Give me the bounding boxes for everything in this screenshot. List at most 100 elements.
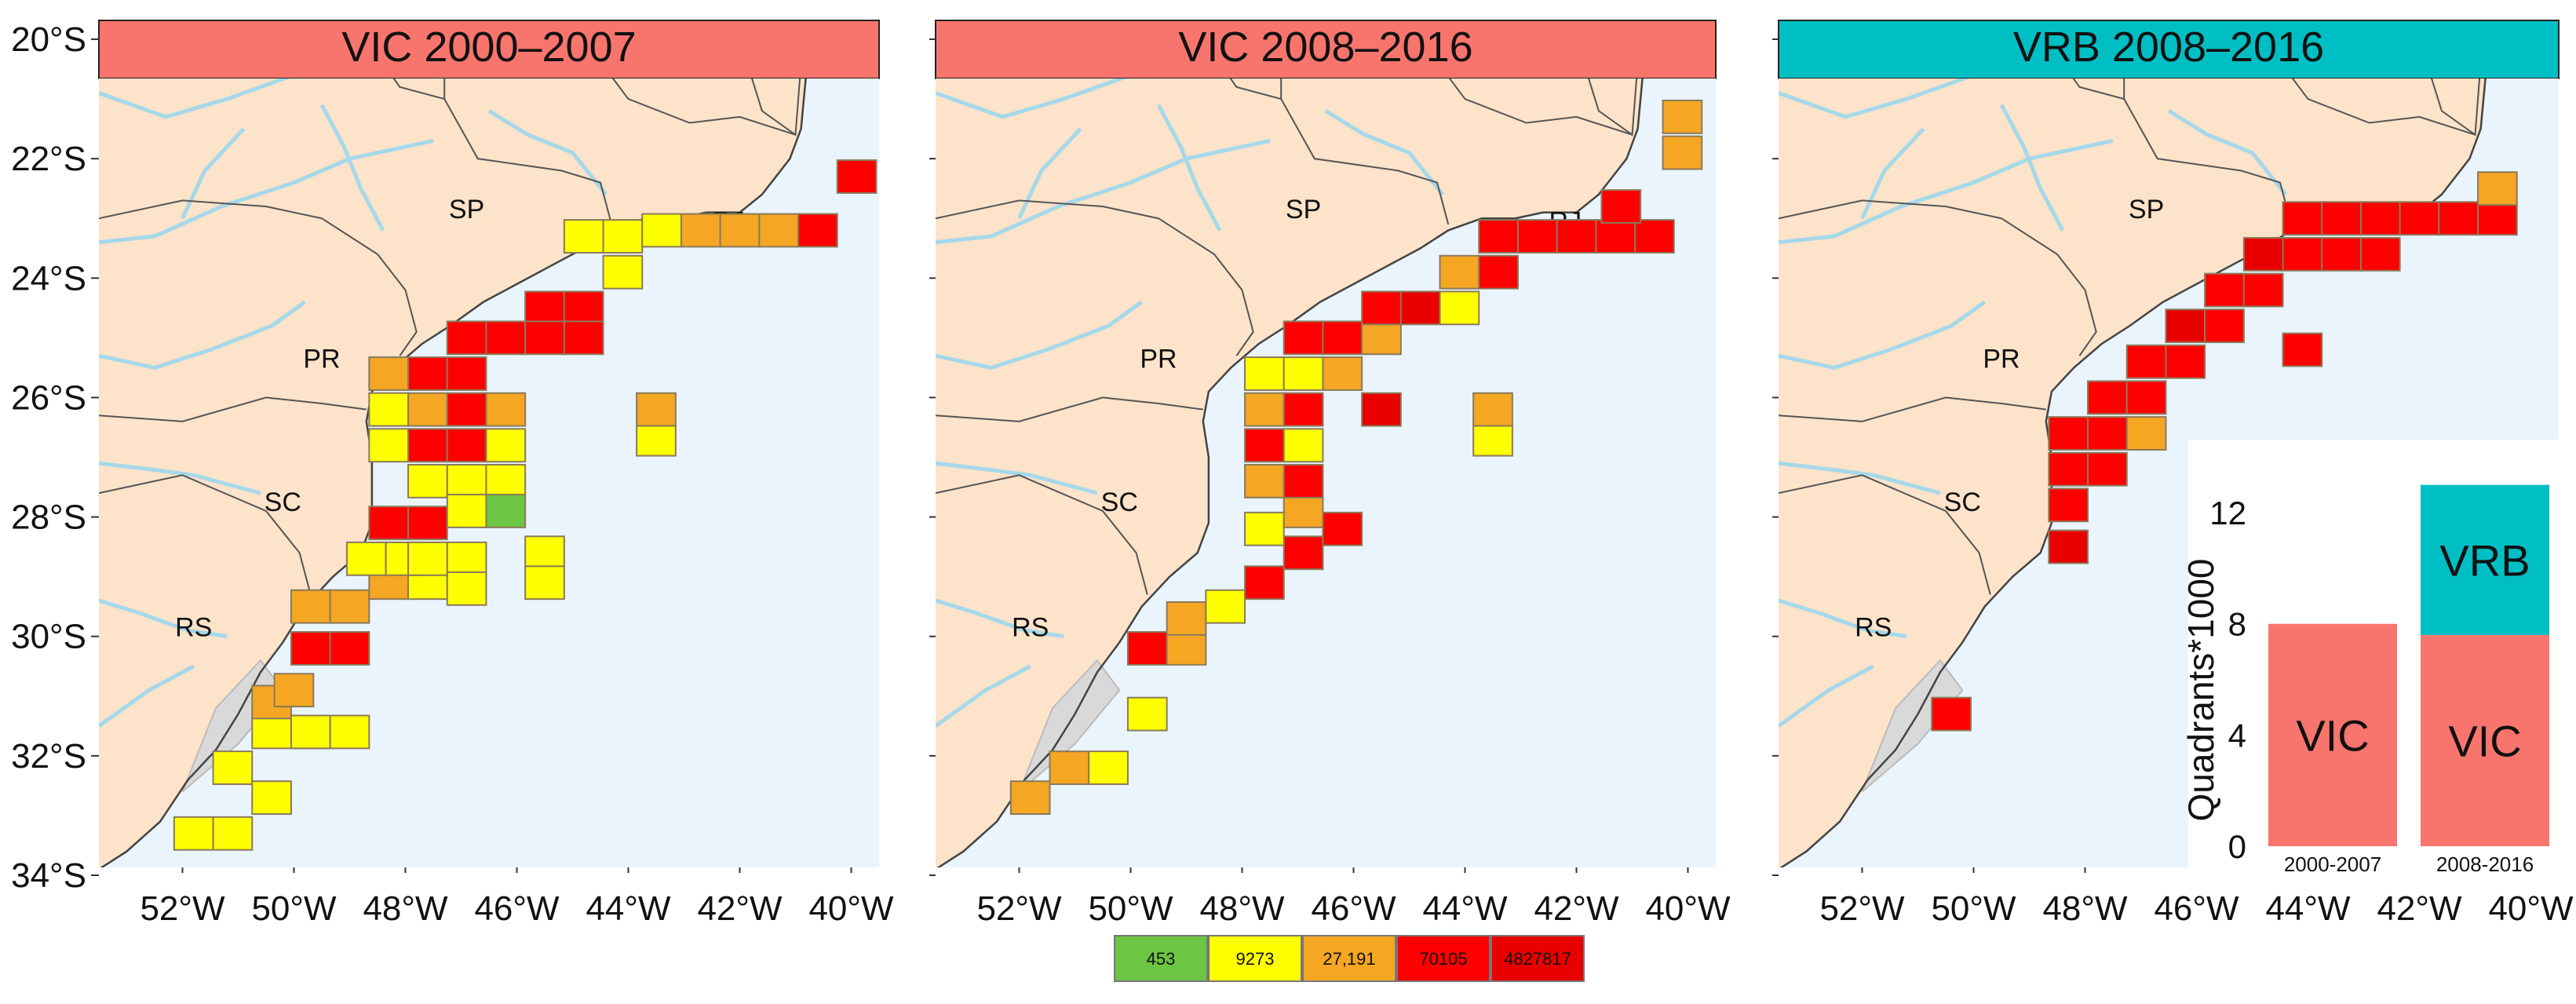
occurrence-cell [2125, 380, 2167, 415]
river [1017, 127, 1082, 220]
inset-bar-label: VIC [2448, 716, 2521, 765]
state-label: SP [1286, 195, 1321, 225]
panel-2-title-bar [935, 20, 1717, 79]
latitude-tick-label: 24°S [11, 259, 86, 298]
river [487, 109, 608, 196]
state-border [1280, 78, 1450, 225]
river [2167, 109, 2288, 196]
occurrence-cell [290, 589, 331, 624]
state-border [936, 396, 1203, 422]
legend-label: 4827817 [1504, 949, 1571, 969]
occurrence-cell [446, 392, 487, 427]
state-border [1779, 396, 2046, 422]
occurrence-cell [2399, 201, 2440, 236]
occurrence-cell [407, 356, 448, 391]
occurrence-cell [1439, 254, 1480, 290]
occurrence-cell [524, 565, 565, 601]
longitude-tick-label: 40°W [2488, 889, 2574, 928]
occurrence-cell [1244, 511, 1285, 546]
river [1324, 109, 1445, 196]
occurrence-cell [1439, 290, 1480, 326]
longitude-tick-label: 50°W [1931, 889, 2016, 928]
occurrence-cell [345, 541, 387, 576]
occurrence-cell [1283, 320, 1324, 356]
inset-y-tick-label: 12 [2209, 495, 2246, 531]
occurrence-cell [2282, 201, 2323, 236]
occurrence-cell [563, 320, 604, 356]
occurrence-cell [173, 816, 214, 851]
occurrence-cell [368, 392, 410, 427]
occurrence-cell [1049, 750, 1090, 785]
occurrence-cell [1009, 780, 1051, 816]
occurrence-cell [446, 571, 487, 606]
occurrence-cell [563, 219, 604, 254]
occurrence-cell [1472, 392, 1513, 427]
occurrence-cell [1595, 219, 1636, 254]
state-label: SP [449, 195, 484, 225]
coastline [936, 78, 1644, 867]
occurrence-cell [1126, 696, 1168, 732]
occurrence-cell [641, 213, 682, 248]
state-label: SC [1944, 487, 1981, 517]
latitude-tick-label: 22°S [11, 140, 86, 178]
state-border [1229, 78, 1282, 100]
occurrence-cell [1361, 392, 1402, 427]
occurrence-cell [1322, 511, 1363, 546]
state-label: PR [1983, 344, 2020, 374]
river [99, 138, 434, 245]
occurrence-cell [2125, 416, 2167, 451]
occurrence-cell [212, 750, 254, 785]
inset-bar-vrb [2421, 484, 2549, 635]
river [936, 78, 1127, 119]
occurrence-cell [2242, 236, 2284, 272]
occurrence-cell [602, 219, 644, 254]
occurrence-cell [524, 320, 565, 356]
inset-category-label: 2000-2007 [2284, 852, 2381, 876]
inset-y-tick-label: 4 [2228, 717, 2246, 754]
occurrence-cell [2321, 201, 2362, 236]
longitude-tick-label: 44°W [1422, 889, 1508, 928]
state-border [443, 78, 613, 225]
latitude-tick-label: 28°S [11, 498, 86, 537]
occurrence-cell [2048, 529, 2089, 564]
latitude-tick-label: 32°S [11, 737, 86, 776]
occurrence-cell [2204, 272, 2245, 308]
occurrence-cell [212, 816, 254, 851]
state-border [2123, 78, 2293, 225]
occurrence-cell [329, 714, 370, 750]
occurrence-cell [1283, 392, 1324, 427]
occurrence-cell [1478, 254, 1519, 290]
occurrence-cell [2048, 487, 2089, 523]
occurrence-cell [2125, 344, 2167, 379]
occurrence-cell [407, 392, 448, 427]
longitude-tick-label: 46°W [2154, 889, 2239, 928]
land [936, 78, 1643, 867]
occurrence-cell [251, 780, 292, 816]
occurrence-cell [2438, 201, 2479, 236]
longitude-tick-label: 52°W [140, 889, 225, 928]
occurrence-cell [602, 254, 644, 290]
state-label: SP [2129, 195, 2164, 225]
occurrence-cell [636, 392, 677, 427]
river [319, 104, 385, 232]
inset-category-label: 2008-2016 [2436, 852, 2534, 876]
occurrence-cell [1088, 750, 1129, 785]
latitude-tick-label: 26°S [11, 378, 86, 417]
state-border [99, 396, 367, 422]
occurrence-cell [2477, 171, 2518, 206]
occurrence-cell [719, 213, 761, 248]
inset-bar-label: VRB [2439, 535, 2530, 585]
occurrence-cell [251, 714, 292, 750]
occurrence-cell [273, 673, 315, 708]
occurrence-cell [329, 631, 370, 666]
river [1779, 300, 1987, 370]
river [1779, 138, 2114, 245]
occurrence-cell [1322, 356, 1363, 391]
occurrence-cell [2048, 416, 2089, 451]
occurrence-cell [1283, 356, 1324, 391]
occurrence-cell [1662, 135, 1703, 170]
state-border [936, 474, 1148, 595]
latitude-axis: 20°S 22°S 24°S 26°S 28°S 30°S 32°S 34°S [11, 20, 99, 895]
occurrence-cell [1361, 320, 1402, 356]
